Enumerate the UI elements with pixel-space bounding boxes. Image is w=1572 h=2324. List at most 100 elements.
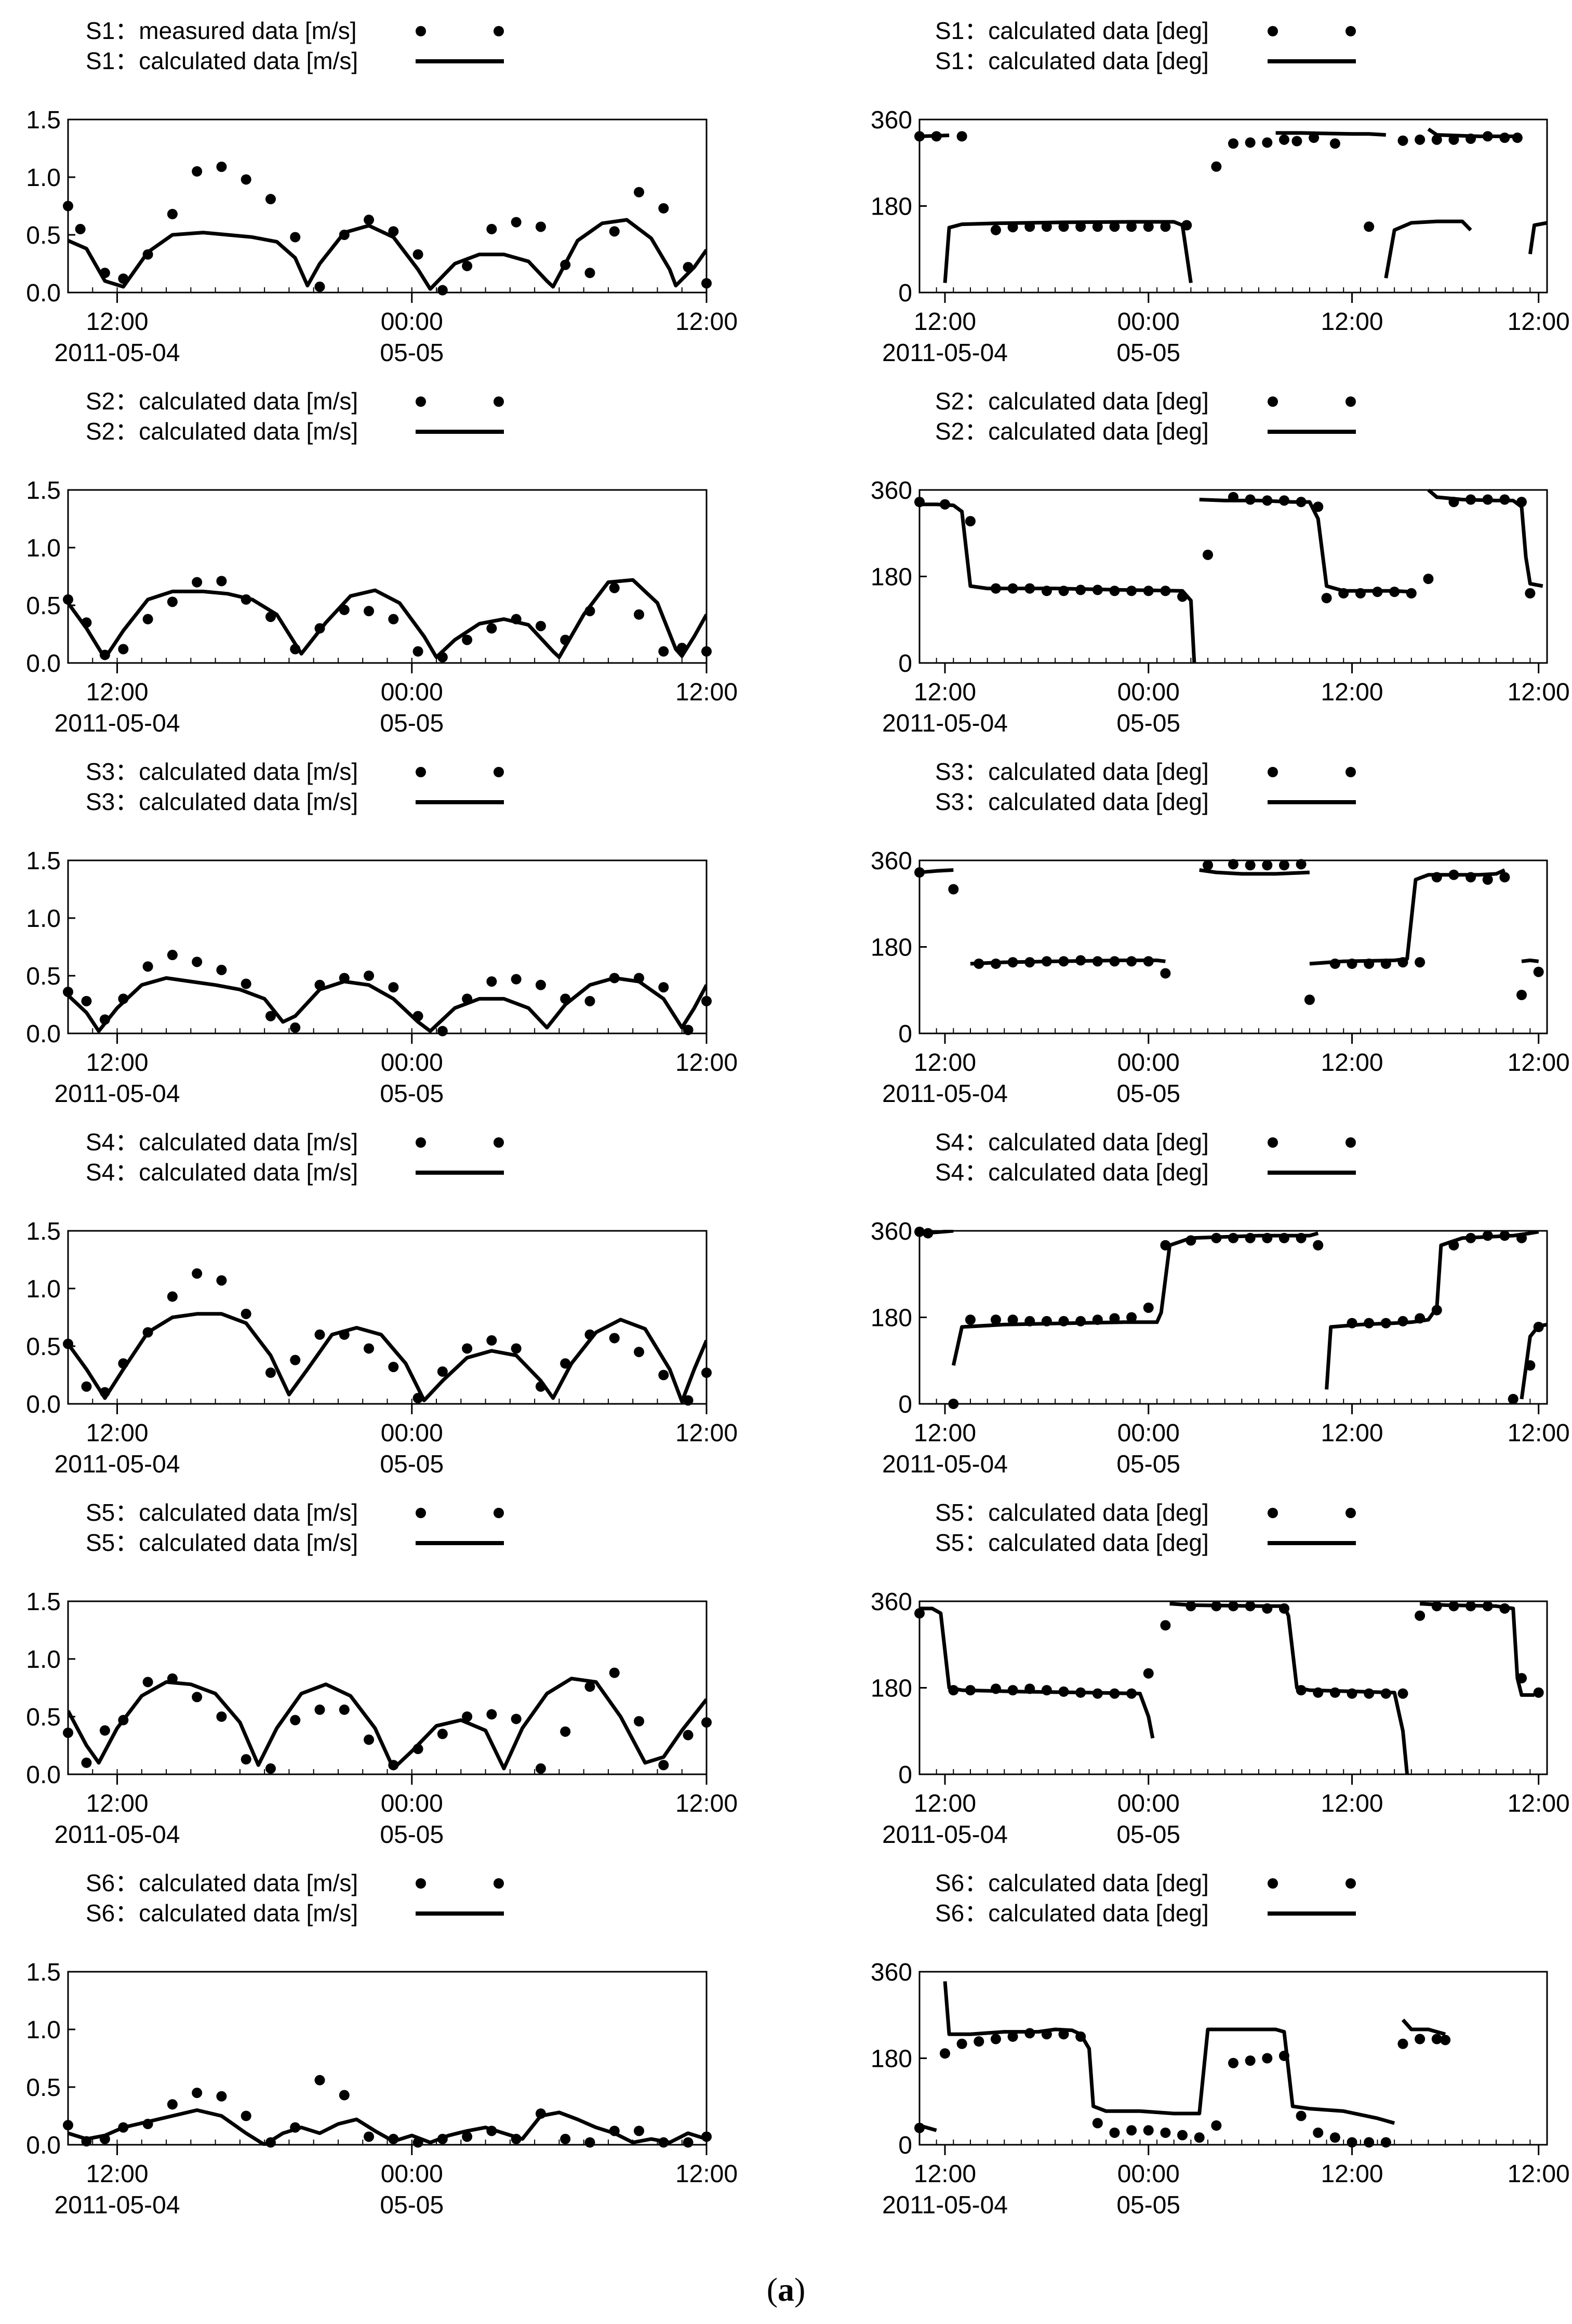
data-point [63, 1728, 73, 1738]
legend-dot [494, 1878, 504, 1889]
series-line [68, 1677, 707, 1771]
legend-label-dots: S6：calculated data [m/s] [86, 1869, 358, 1896]
y-tick-label: 1.5 [26, 847, 61, 875]
legend-label-dots: S3：calculated data [m/s] [86, 758, 358, 785]
x-date-label: 05-05 [380, 710, 444, 737]
data-point [192, 957, 203, 967]
legend-dot [1268, 396, 1278, 407]
x-date-label: 2011-05-04 [55, 710, 180, 737]
plot-frame [918, 859, 1548, 1034]
data-point [364, 1734, 375, 1745]
legend-label-line: S2：calculated data [m/s] [86, 418, 358, 445]
data-point [1313, 2127, 1324, 2138]
x-tick-label: 12:00 [914, 308, 976, 336]
legend-label-line: S3：calculated data [m/s] [86, 788, 358, 815]
x-tick-label: 00:00 [1117, 679, 1180, 706]
data-point [609, 226, 620, 237]
data-point [486, 223, 497, 234]
data-point [412, 249, 423, 260]
data-point [1177, 2130, 1188, 2141]
data-point [560, 1358, 571, 1369]
data-point [1262, 860, 1273, 871]
x-tick-label: 12:00 [675, 679, 738, 706]
y-tick-label: 0 [898, 1020, 912, 1048]
data-point [1516, 990, 1527, 1000]
data-point [584, 2137, 595, 2148]
y-tick-label: 360 [871, 477, 912, 504]
x-date-label: 05-05 [380, 339, 444, 367]
data-point [1329, 2132, 1340, 2143]
data-point [81, 1381, 92, 1392]
data-point [1092, 2118, 1103, 2129]
data-point [914, 1608, 925, 1619]
x-tick-label: 12:00 [914, 2160, 976, 2188]
x-date-label: 2011-05-04 [55, 1821, 180, 1849]
data-point [63, 987, 73, 998]
data-point [63, 201, 73, 211]
x-tick-label: 12:00 [914, 1419, 976, 1447]
data-point [1278, 134, 1289, 145]
y-tick-label: 0.0 [26, 2132, 61, 2159]
data-point [1304, 994, 1315, 1005]
data-point [990, 224, 1001, 235]
x-date-label: 05-05 [380, 1821, 444, 1849]
series-line [1309, 868, 1506, 966]
data-point [192, 1692, 203, 1703]
x-date-label: 05-05 [1116, 710, 1180, 737]
data-point [192, 577, 203, 588]
series-line [920, 134, 950, 138]
y-tick-label: 180 [871, 1305, 912, 1332]
data-point [241, 978, 251, 989]
y-tick-label: 1.0 [26, 2016, 61, 2044]
data-point [290, 1022, 301, 1033]
legend-label-dots: S5：calculated data [m/s] [86, 1499, 358, 1526]
x-date-label: 2011-05-04 [55, 339, 180, 367]
panel-S2-direction: S2：calculated data [deg] S2：calculated da… [871, 388, 1570, 737]
legend-dot [1268, 26, 1278, 36]
data-point [216, 1711, 227, 1722]
series-line [1169, 1602, 1409, 1775]
legend-dot [1345, 396, 1356, 407]
data-point [1245, 860, 1256, 871]
x-date-label: 2011-05-04 [55, 2192, 180, 2219]
legend-label-dots: S1：measured data [m/s] [86, 17, 357, 44]
data-point [1364, 2137, 1375, 2148]
panel-S1-direction: S1：calculated data [deg] S1：calculated da… [871, 17, 1570, 367]
data-point [412, 646, 423, 657]
panel-S1-speed: S1：measured data [m/s] S1：calculated data… [26, 17, 738, 367]
data-point [1482, 874, 1493, 885]
data-point [1423, 574, 1434, 585]
x-date-label: 05-05 [380, 1080, 444, 1108]
data-point [437, 1729, 448, 1739]
data-point [609, 582, 620, 593]
data-point [634, 1347, 645, 1358]
data-point [314, 2075, 325, 2086]
data-point [535, 620, 546, 631]
data-point [1415, 957, 1426, 968]
x-tick-label: 12:00 [1321, 308, 1383, 336]
y-tick-label: 1.5 [26, 107, 61, 134]
figure-caption: (a) [766, 2271, 806, 2308]
y-tick-label: 1.5 [26, 1218, 61, 1245]
legend-dot [494, 1137, 504, 1148]
x-tick-label: 00:00 [1117, 1790, 1180, 1817]
data-point [216, 2091, 227, 2102]
data-point [965, 516, 976, 527]
data-point [1415, 134, 1426, 145]
panel-S5-speed: S5：calculated data [m/s] S5：calculated da… [26, 1499, 738, 1849]
data-point [1007, 1314, 1018, 1325]
x-tick-label: 00:00 [1117, 2160, 1180, 2188]
y-tick-label: 360 [871, 1218, 912, 1245]
x-tick-label: 12:00 [1508, 679, 1570, 706]
x-tick-label: 12:00 [1508, 2160, 1570, 2188]
data-point [1007, 2031, 1018, 2042]
data-point [486, 623, 497, 634]
data-point [1321, 593, 1332, 604]
data-point [364, 2131, 375, 2142]
data-point [1194, 2132, 1205, 2143]
y-tick-label: 1.0 [26, 164, 61, 192]
data-point [364, 971, 375, 981]
y-tick-label: 0 [898, 650, 912, 678]
data-point [1075, 221, 1086, 232]
data-point [1143, 2125, 1154, 2136]
